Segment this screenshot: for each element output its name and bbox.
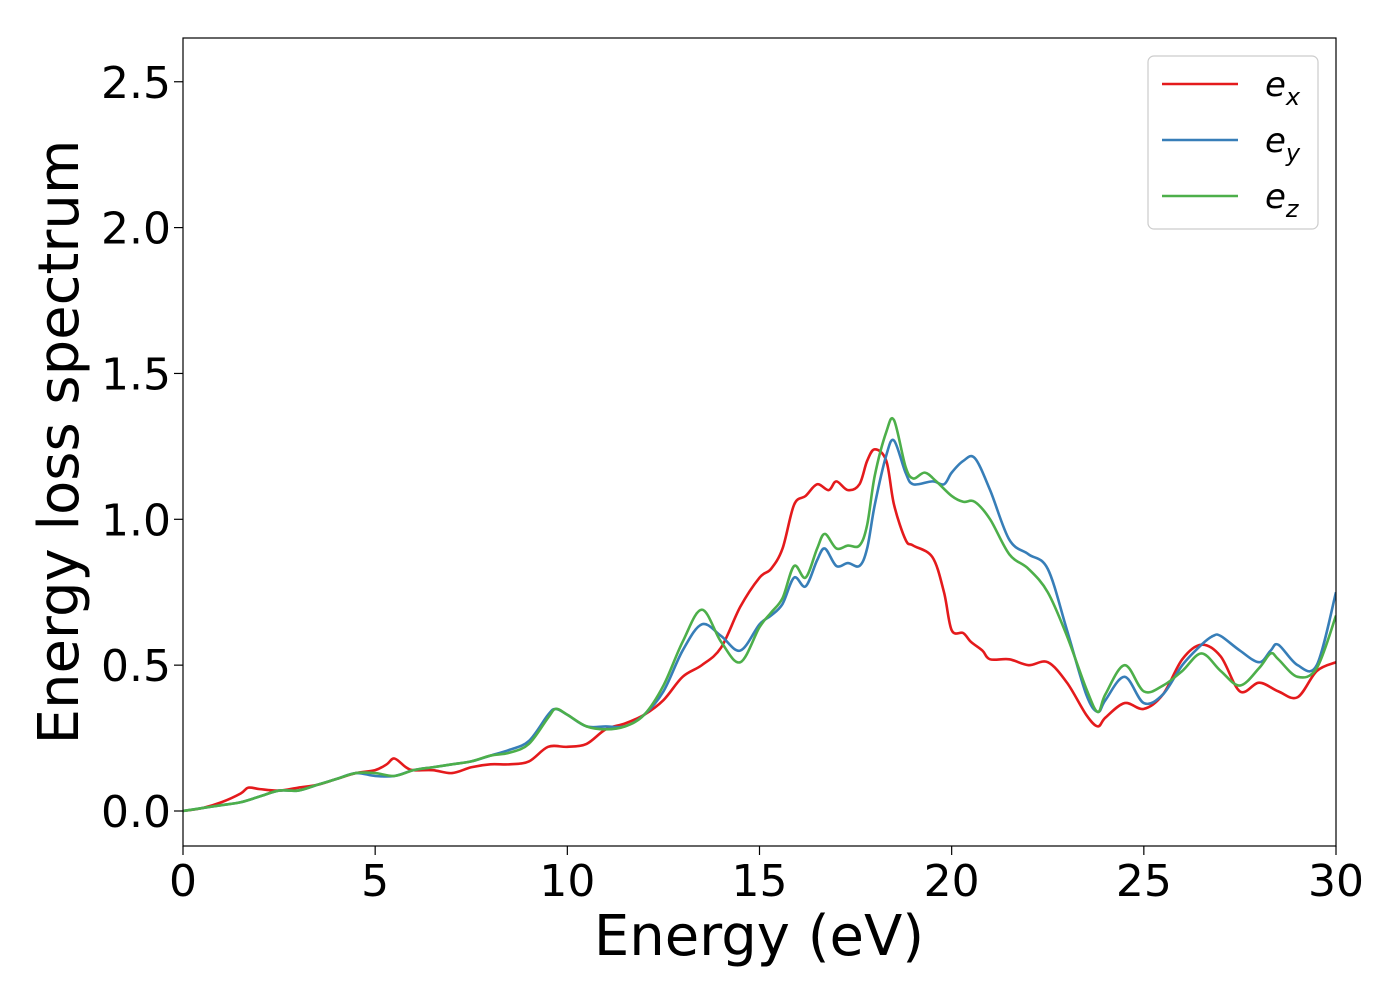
series-line-z xyxy=(183,416,1336,813)
x-tick-label: 30 xyxy=(1308,856,1364,907)
y-tick-label: 2.0 xyxy=(101,204,171,255)
series-layer xyxy=(183,416,1336,813)
x-tick-label: 15 xyxy=(732,856,788,907)
legend: ex ey ez xyxy=(1147,55,1319,230)
x-tick-label: 25 xyxy=(1116,856,1172,907)
legend-box xyxy=(1147,55,1319,230)
x-tick-label: 0 xyxy=(169,856,197,907)
x-tick-label: 20 xyxy=(924,856,980,907)
y-tick-label: 0.0 xyxy=(101,787,171,838)
y-tick-label: 1.0 xyxy=(101,495,171,546)
y-tick-label: 1.5 xyxy=(101,349,171,400)
legend-label-y: ey xyxy=(1265,121,1301,167)
x-tick-label: 5 xyxy=(361,856,389,907)
x-axis: 0 5 10 15 20 25 30 xyxy=(169,846,1364,907)
legend-label-x: ex xyxy=(1265,65,1301,111)
legend-label-z: ez xyxy=(1265,177,1300,223)
x-tick-label: 10 xyxy=(539,856,595,907)
y-tick-label: 0.5 xyxy=(101,641,171,692)
series-line-x xyxy=(183,447,1336,813)
y-axis-title: Energy loss spectrum xyxy=(27,140,92,745)
y-tick-label: 2.5 xyxy=(101,58,171,109)
y-axis: 0.0 0.5 1.0 1.5 2.0 2.5 xyxy=(101,58,183,838)
x-axis-title: Energy (eV) xyxy=(594,904,924,969)
